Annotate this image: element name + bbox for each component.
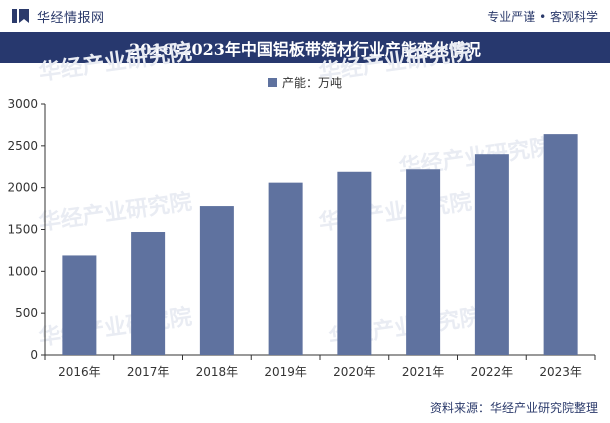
legend: 产能：万吨 bbox=[0, 74, 610, 91]
header: 华经情报网 专业严谨 • 客观科学 bbox=[0, 0, 610, 32]
bar bbox=[337, 171, 372, 355]
y-tick-label: 1000 bbox=[7, 264, 38, 278]
y-tick-label: 0 bbox=[30, 348, 38, 362]
chart-title: 2016-2023年中国铝板带箔材行业产能变化情况 bbox=[129, 39, 481, 59]
x-tick-label: 2023年 bbox=[539, 365, 582, 379]
legend-swatch bbox=[267, 78, 277, 87]
y-tick-label: 1500 bbox=[7, 223, 38, 237]
y-tick-label: 500 bbox=[15, 306, 38, 320]
watermark-text: 华经产业研究院 bbox=[37, 189, 193, 236]
bar bbox=[543, 134, 578, 355]
watermark-text: 华经产业研究院 bbox=[37, 304, 193, 351]
y-tick-label: 2000 bbox=[7, 181, 38, 195]
x-tick-label: 2016年 bbox=[58, 365, 101, 379]
bookmark-logo-icon bbox=[12, 9, 29, 23]
y-tick-label: 3000 bbox=[7, 97, 38, 111]
bar bbox=[62, 255, 97, 355]
x-tick-label: 2022年 bbox=[471, 365, 514, 379]
bar bbox=[199, 206, 234, 355]
watermark-text: 华经产业研究院 bbox=[317, 39, 473, 86]
x-tick-label: 2019年 bbox=[264, 365, 307, 379]
x-tick-label: 2020年 bbox=[333, 365, 376, 379]
x-tick-label: 2021年 bbox=[402, 365, 445, 379]
brand-name: 华经情报网 bbox=[37, 10, 105, 26]
bar bbox=[268, 182, 303, 355]
y-tick-label: 2500 bbox=[7, 139, 38, 153]
title-bar: 2016-2023年中国铝板带箔材行业产能变化情况 bbox=[0, 32, 610, 63]
brand[interactable]: 华经情报网 bbox=[12, 7, 105, 26]
bar bbox=[406, 169, 441, 355]
source-note: 资料来源：华经产业研究院整理 bbox=[429, 401, 598, 415]
legend-label: 产能：万吨 bbox=[281, 76, 342, 90]
tagline: 专业严谨 • 客观科学 bbox=[487, 10, 598, 24]
x-tick-label: 2018年 bbox=[196, 365, 239, 379]
watermark-text: 华经产业研究院 bbox=[37, 39, 193, 86]
x-tick-label: 2017年 bbox=[127, 365, 170, 379]
bar bbox=[131, 232, 166, 355]
bar bbox=[474, 154, 509, 355]
